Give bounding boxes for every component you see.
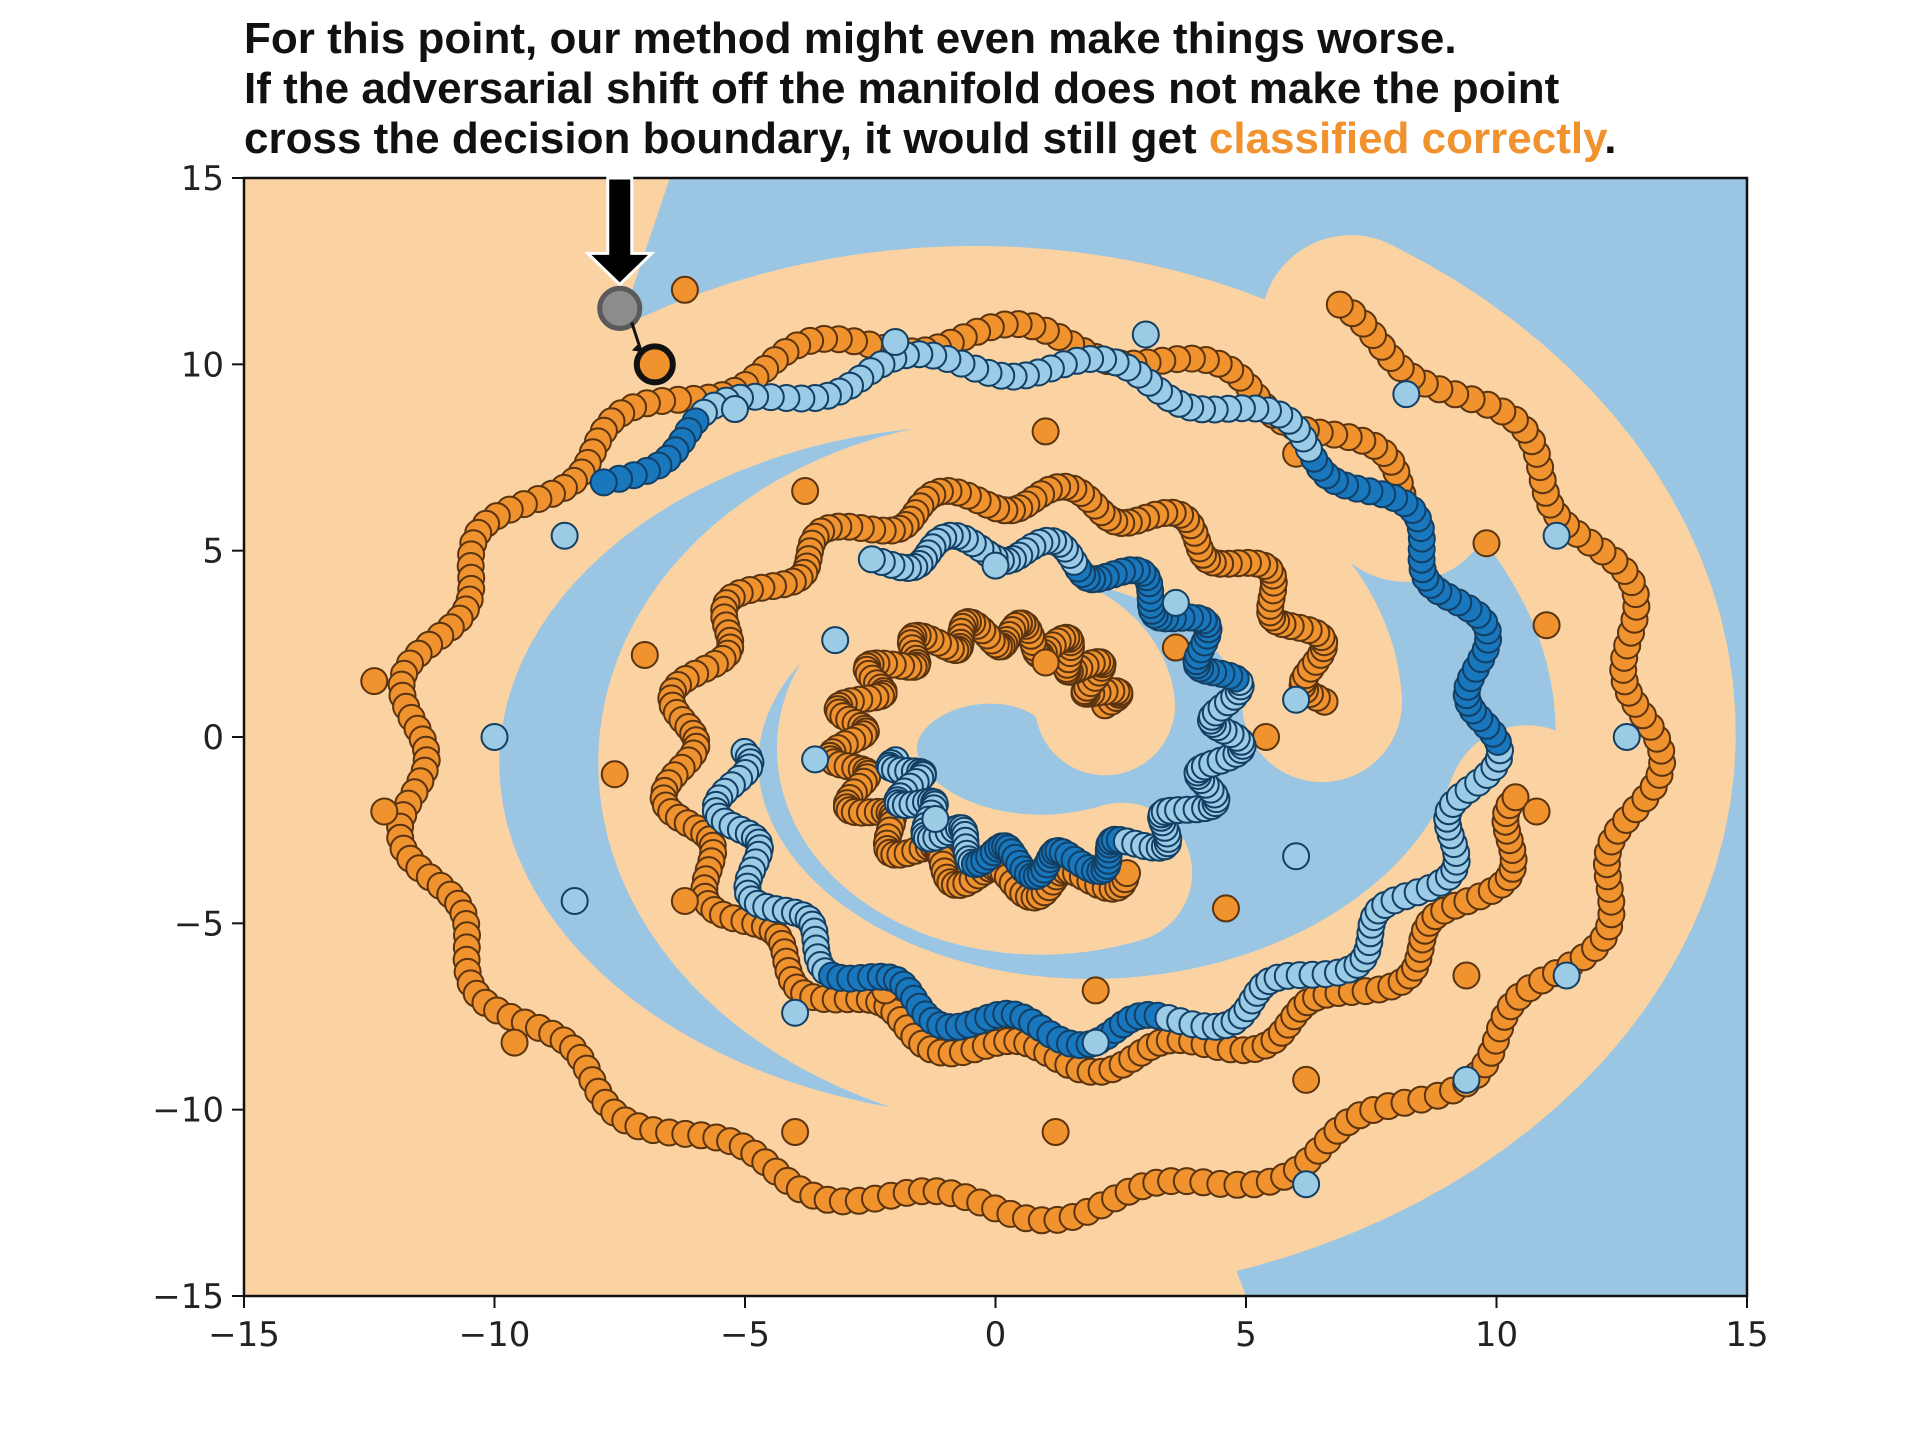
annotation-line-3: cross the decision boundary, it would st… (244, 114, 1884, 164)
data-point (1392, 380, 1421, 409)
y-tick-label: 0 (202, 718, 224, 758)
data-point (670, 886, 699, 915)
data-point (801, 745, 830, 774)
data-point (550, 521, 579, 550)
annotation-line-3-prefix: cross the decision boundary, it would st… (244, 114, 1209, 163)
data-point (1161, 588, 1190, 617)
data-point (981, 551, 1010, 580)
annotation-line-2: If the adversarial shift off the manifol… (244, 64, 1560, 113)
data-point (1292, 1065, 1321, 1094)
x-tick-label: −15 (208, 1315, 280, 1355)
x-tick-label: −5 (720, 1315, 770, 1355)
x-tick-label: 0 (985, 1315, 1007, 1355)
data-point (1522, 797, 1551, 826)
shifted-point (633, 343, 676, 386)
data-point (600, 760, 629, 789)
indicator-arrow (584, 176, 656, 287)
data-point (1031, 417, 1060, 446)
y-tick-label: −10 (152, 1091, 224, 1131)
annotation-line-1: For this point, our method might even ma… (244, 14, 1457, 63)
data-point (1081, 1028, 1110, 1057)
data-point (1552, 961, 1581, 990)
annotation-highlight: classified correctly (1208, 114, 1605, 163)
data-point (1452, 961, 1481, 990)
y-tick-label: 5 (202, 532, 224, 572)
data-point (1031, 648, 1060, 677)
data-point (670, 275, 699, 304)
x-tick-label: 10 (1475, 1315, 1518, 1355)
data-point (1452, 1065, 1481, 1094)
data-point (1041, 1118, 1070, 1147)
y-tick-label: 15 (181, 159, 224, 199)
x-tick-label: 5 (1235, 1315, 1257, 1355)
y-tick-label: −15 (152, 1277, 224, 1317)
annotation-line-3-suffix: . (1604, 114, 1617, 163)
data-point (1211, 894, 1240, 923)
data-point (857, 545, 886, 574)
highlight-markers (584, 176, 676, 386)
decision-region-background (244, 178, 1747, 1296)
data-point (1325, 290, 1354, 319)
y-tick-label: 10 (181, 345, 224, 385)
x-tick-label: −10 (459, 1315, 531, 1355)
data-point (791, 477, 820, 506)
data-point (720, 395, 749, 424)
data-point (630, 641, 659, 670)
data-point (589, 468, 618, 497)
data-point (480, 723, 509, 751)
data-point (1292, 1170, 1321, 1199)
y-tick-label: −5 (174, 904, 224, 944)
data-point (1282, 842, 1311, 871)
data-points (360, 275, 1677, 1235)
data-point (1252, 723, 1281, 751)
data-point (821, 626, 850, 655)
data-point (921, 804, 950, 833)
data-point (360, 667, 389, 696)
highlighted-point (597, 285, 643, 331)
data-point (881, 327, 910, 356)
data-point (500, 1028, 529, 1057)
x-tick-label: 15 (1725, 1315, 1768, 1355)
data-point (781, 998, 810, 1027)
data-point (370, 797, 399, 826)
data-point (1532, 611, 1561, 640)
data-point (1501, 783, 1530, 812)
data-point (560, 886, 589, 915)
data-point (1282, 685, 1311, 714)
annotation-text: For this point, our method might even ma… (244, 14, 1884, 164)
data-point (1542, 521, 1571, 550)
axes: −15 −10 −5 0 5 10 15 15 10 5 0 −5 −10 −15 (152, 159, 1768, 1355)
data-point (781, 1118, 810, 1147)
data-point (1612, 723, 1641, 751)
shift-arrow-line (630, 321, 643, 351)
data-point (1472, 529, 1501, 558)
data-point (1131, 320, 1160, 349)
data-point (1081, 976, 1110, 1005)
